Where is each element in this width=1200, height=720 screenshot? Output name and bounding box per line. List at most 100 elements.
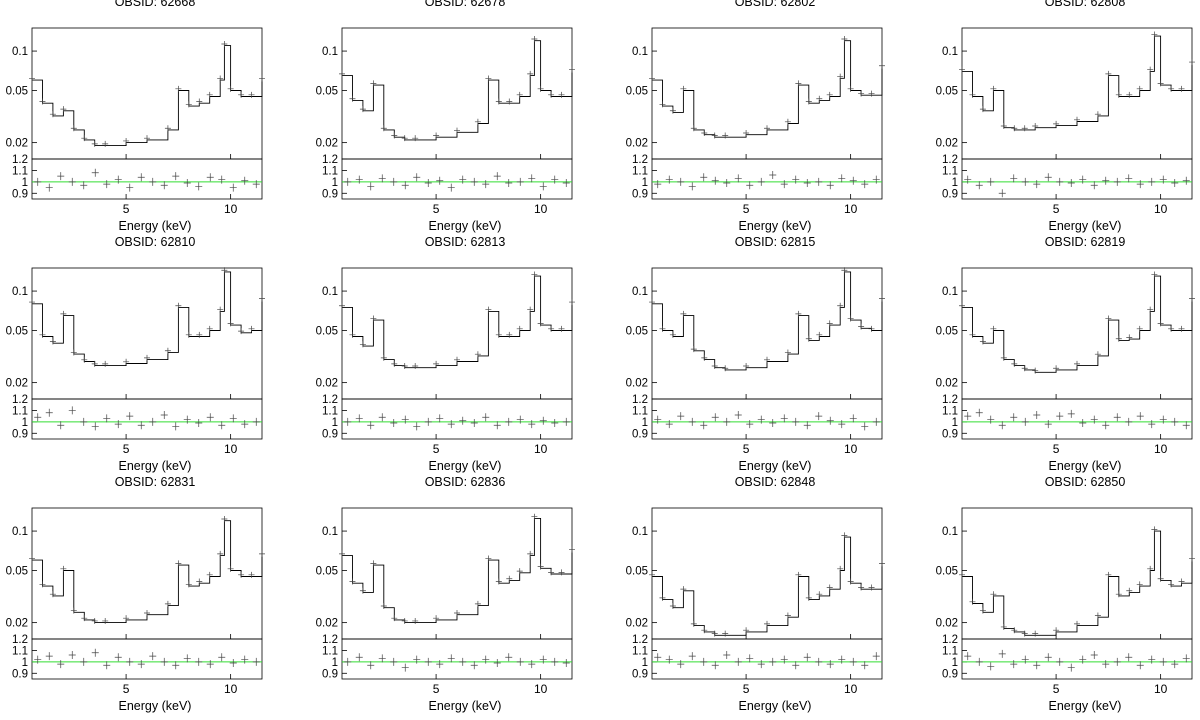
ratio-point xyxy=(138,173,145,181)
ratio-point xyxy=(482,180,489,188)
ratio-point xyxy=(126,184,133,192)
ratio-point xyxy=(69,651,76,659)
ratio-point xyxy=(195,658,202,666)
ratio-point xyxy=(425,658,432,666)
ratio-point xyxy=(448,420,455,428)
ratio-point xyxy=(34,656,41,664)
ratio-point xyxy=(873,418,880,426)
x-tick-label: 5 xyxy=(123,442,130,456)
model-line xyxy=(652,537,882,635)
ratio-y-tick-label: 1.2 xyxy=(12,154,28,166)
data-point xyxy=(402,618,408,624)
ratio-point xyxy=(861,180,868,188)
ratio-point xyxy=(80,181,87,189)
ratio-y-tick-label: 1.2 xyxy=(632,154,648,166)
ratio-point xyxy=(436,177,443,185)
upper-frame xyxy=(962,508,1192,639)
ratio-point xyxy=(138,421,145,429)
ratio-point xyxy=(207,660,214,668)
ratio-point xyxy=(92,649,99,657)
model-line xyxy=(962,36,1192,130)
ratio-y-tick-label: 1.1 xyxy=(12,645,28,657)
ratio-y-tick-label: 1.1 xyxy=(942,165,958,177)
ratio-point xyxy=(379,413,386,421)
ratio-point xyxy=(1160,416,1167,424)
ratio-point xyxy=(804,421,811,429)
spectrum-panel: OBSID: 62831 0.1 0.05 0.02 1.2 1.1 1 0.9 5 10 Ener… xyxy=(0,480,290,720)
data-point xyxy=(259,551,265,557)
ratio-y-tick-label: 1 xyxy=(952,657,958,669)
ratio-y-tick-label: 1.2 xyxy=(942,394,958,406)
ratio-point xyxy=(781,414,788,422)
lower-frame xyxy=(652,159,882,199)
ratio-point xyxy=(471,661,478,669)
ratio-point xyxy=(230,414,237,422)
ratio-point xyxy=(195,182,202,190)
ratio-point xyxy=(999,650,1006,658)
x-tick-label: 10 xyxy=(224,682,238,696)
spectrum-plot: 0.1 0.05 0.02 1.21.110.9 5 10 xyxy=(930,480,1200,695)
ratio-point xyxy=(700,658,707,666)
y-tick-label: 0.02 xyxy=(316,378,338,390)
ratio-point xyxy=(781,656,788,664)
ratio-point xyxy=(1022,178,1029,186)
x-tick-label: 10 xyxy=(844,442,858,456)
data-point xyxy=(92,618,98,624)
ratio-point xyxy=(1148,178,1155,186)
ratio-point xyxy=(241,177,248,185)
spectrum-plot: 0.1 0.05 0.02 1.21.110.9 5 10 xyxy=(0,0,290,215)
x-axis-label: Energy (keV) xyxy=(620,459,930,473)
ratio-y-tick-label: 1 xyxy=(952,417,958,429)
model-line xyxy=(342,41,572,140)
ratio-y-tick-label: 1.2 xyxy=(322,394,338,406)
upper-frame xyxy=(652,28,882,159)
ratio-point xyxy=(999,421,1006,429)
ratio-point xyxy=(1045,420,1052,428)
ratio-point xyxy=(494,659,501,667)
ratio-point xyxy=(218,176,225,184)
ratio-point xyxy=(57,421,64,429)
ratio-point xyxy=(402,416,409,424)
spectrum-panel: OBSID: 62836 0.1 0.05 0.02 1.2 1.1 1 0.9 5 10 Ener… xyxy=(310,480,600,720)
y-tick-label: 0.02 xyxy=(6,618,28,630)
ratio-point xyxy=(207,413,214,421)
ratio-point xyxy=(723,651,730,659)
y-tick-label: 0.05 xyxy=(626,566,648,578)
ratio-point xyxy=(712,177,719,185)
x-tick-label: 5 xyxy=(1053,202,1060,216)
ratio-point xyxy=(677,660,684,668)
ratio-point xyxy=(563,659,570,667)
data-point xyxy=(670,108,676,114)
x-tick-label: 10 xyxy=(534,682,548,696)
upper-frame xyxy=(342,28,572,159)
ratio-y-tick-label: 1.1 xyxy=(12,165,28,177)
ratio-point xyxy=(700,421,707,429)
ratio-point xyxy=(677,178,684,186)
y-tick-label: 0.1 xyxy=(322,46,338,58)
ratio-point xyxy=(1033,180,1040,188)
ratio-point xyxy=(1125,653,1132,661)
ratio-point xyxy=(69,178,76,186)
ratio-point xyxy=(253,180,260,188)
data-point xyxy=(259,75,265,81)
data-point xyxy=(569,547,575,553)
ratio-point xyxy=(551,658,558,666)
ratio-point xyxy=(459,417,466,425)
ratio-point xyxy=(976,409,983,417)
ratio-point xyxy=(356,176,363,184)
x-tick-label: 5 xyxy=(433,682,440,696)
y-tick-label: 0.1 xyxy=(632,526,648,538)
data-point xyxy=(959,303,965,309)
ratio-point xyxy=(987,662,994,670)
ratio-point xyxy=(149,178,156,186)
ratio-y-tick-label: 1 xyxy=(22,417,28,429)
ratio-y-tick-label: 0.9 xyxy=(12,188,28,200)
ratio-point xyxy=(861,422,868,430)
ratio-point xyxy=(402,664,409,672)
lower-frame xyxy=(32,399,262,439)
x-tick-label: 5 xyxy=(123,202,130,216)
upper-frame xyxy=(652,268,882,399)
y-tick-label: 0.02 xyxy=(6,378,28,390)
ratio-point xyxy=(1171,660,1178,668)
ratio-point xyxy=(987,416,994,424)
